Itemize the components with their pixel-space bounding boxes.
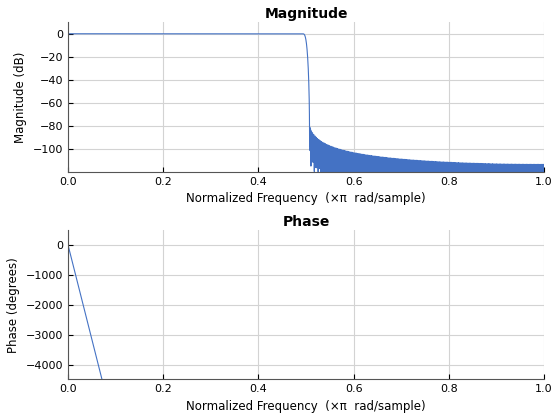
X-axis label: Normalized Frequency  (×π  rad/sample): Normalized Frequency (×π rad/sample) <box>186 400 426 413</box>
Title: Magnitude: Magnitude <box>264 7 348 21</box>
Title: Phase: Phase <box>282 215 330 229</box>
Y-axis label: Magnitude (dB): Magnitude (dB) <box>14 51 27 143</box>
X-axis label: Normalized Frequency  (×π  rad/sample): Normalized Frequency (×π rad/sample) <box>186 192 426 205</box>
Y-axis label: Phase (degrees): Phase (degrees) <box>7 257 20 352</box>
